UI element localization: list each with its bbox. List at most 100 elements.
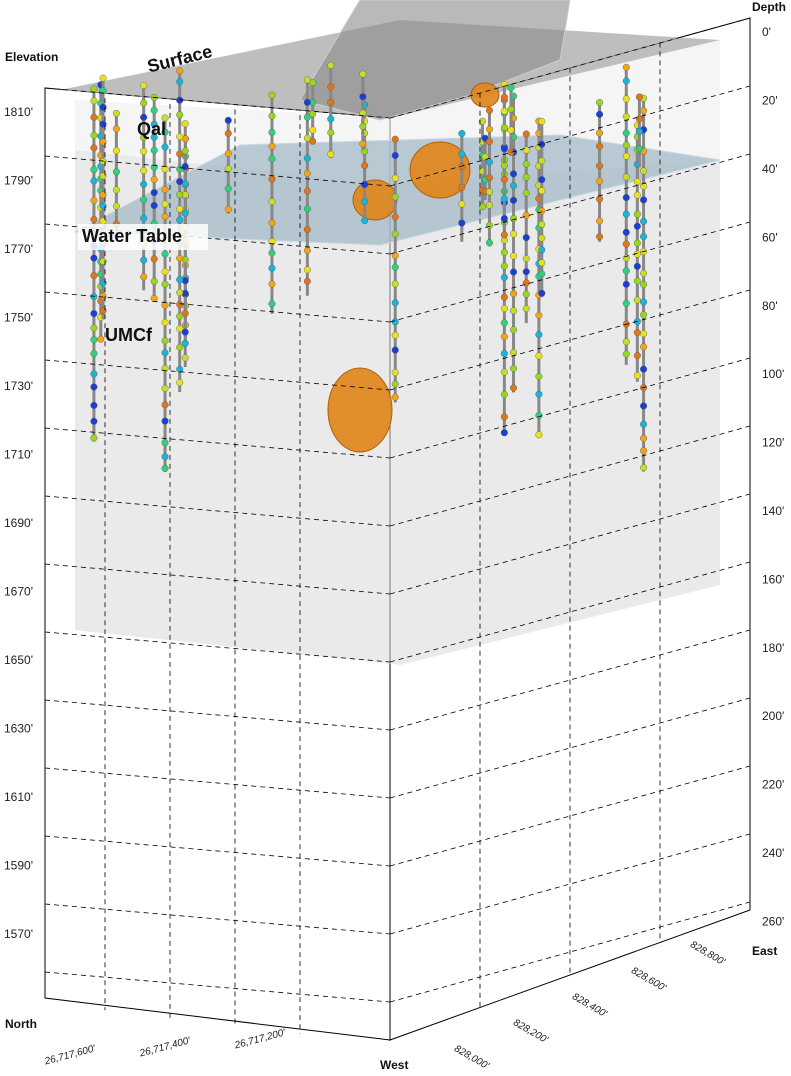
sample-point: [640, 464, 647, 471]
north-tick-label: 26,717,200': [233, 1027, 288, 1052]
scene: 828,800'828,600'828,400'828,200'828,000'…: [0, 0, 791, 1072]
sample-point: [634, 372, 641, 379]
sample-point: [634, 192, 641, 199]
grid-line: [45, 768, 390, 798]
sample-point: [269, 113, 276, 120]
sample-point: [304, 247, 311, 254]
sample-point: [623, 130, 630, 137]
sample-point: [510, 269, 517, 276]
sample-point: [486, 188, 493, 195]
sample-point: [162, 465, 169, 472]
sample-point: [91, 178, 98, 185]
plume: [471, 83, 499, 107]
sample-point: [225, 150, 232, 157]
sample-point: [392, 136, 399, 143]
sample-point: [151, 176, 158, 183]
sample-point: [623, 339, 630, 346]
sample-point: [304, 188, 311, 195]
sample-point: [636, 116, 643, 123]
sample-point: [623, 113, 630, 120]
sample-point: [536, 431, 543, 438]
sample-point: [596, 196, 603, 203]
sample-point: [392, 381, 399, 388]
sample-point: [225, 117, 232, 124]
sample-point: [623, 96, 630, 103]
plume: [328, 368, 392, 452]
sample-point: [269, 281, 276, 288]
sample-point: [176, 178, 183, 185]
elevation-tick-label: 1770': [4, 242, 33, 256]
sample-point: [225, 165, 232, 172]
grid-line: [390, 834, 750, 934]
sample-point: [392, 194, 399, 201]
elevation-title: Elevation: [5, 50, 58, 64]
grid-line: [45, 972, 390, 1002]
sample-point: [640, 421, 647, 428]
sample-point: [327, 129, 334, 136]
sample-point: [538, 157, 545, 164]
sample-point: [634, 329, 641, 336]
sample-point: [91, 145, 98, 152]
sample-point: [536, 391, 543, 398]
sample-point: [151, 256, 158, 263]
north-tick-label: 26,717,600': [43, 1043, 98, 1068]
sample-point: [640, 366, 647, 373]
sample-point: [501, 274, 508, 281]
sample-point: [360, 71, 367, 78]
sample-point: [640, 233, 647, 240]
sample-point: [113, 110, 120, 117]
sample-point: [486, 107, 493, 114]
depth-tick-label: 260': [762, 914, 784, 928]
sample-point: [392, 152, 399, 159]
sample-point: [91, 293, 98, 300]
sample-point: [304, 77, 311, 84]
depth-tick-label: 120': [762, 436, 784, 450]
sample-point: [162, 251, 169, 258]
sample-point: [182, 355, 189, 362]
sample-point: [91, 310, 98, 317]
sample-point: [523, 234, 530, 241]
sample-point: [486, 138, 493, 145]
sample-point: [392, 214, 399, 221]
sample-point: [225, 206, 232, 213]
sample-point: [596, 233, 603, 240]
depth-tick-label: 80': [762, 299, 778, 313]
sample-point: [501, 333, 508, 340]
water-table-label: Water Table: [82, 226, 182, 246]
sample-point: [634, 352, 641, 359]
sample-point: [640, 218, 647, 225]
east-tick-label: 828,400': [570, 991, 609, 1020]
sample-point: [140, 181, 147, 188]
sample-point: [327, 151, 334, 158]
depth-tick-label: 60': [762, 230, 778, 244]
sample-point: [176, 166, 183, 173]
sample-point: [309, 127, 316, 134]
sample-point: [634, 211, 641, 218]
sample-point: [140, 215, 147, 222]
elevation-tick-label: 1750': [4, 311, 33, 325]
sample-point: [91, 418, 98, 425]
sample-point: [538, 259, 545, 266]
sample-point: [636, 145, 643, 152]
sample-point: [640, 344, 647, 351]
east-tick-label: 828,800': [688, 939, 727, 968]
sample-point: [596, 178, 603, 185]
sample-point: [640, 447, 647, 454]
sample-point: [91, 272, 98, 279]
north-tick-label: 26,717,400': [138, 1035, 193, 1060]
sample-point: [501, 108, 508, 115]
sample-point: [162, 281, 169, 288]
sample-point: [269, 143, 276, 150]
sample-point: [176, 255, 183, 262]
sample-point: [304, 155, 311, 162]
north-title: North: [5, 1017, 37, 1031]
depth-tick-label: 200': [762, 709, 784, 723]
sample-point: [501, 350, 508, 357]
sample-point: [501, 414, 508, 421]
sample-point: [392, 347, 399, 354]
sample-point: [162, 337, 169, 344]
sample-point: [596, 111, 603, 118]
sample-point: [360, 141, 367, 148]
sample-point: [510, 182, 517, 189]
sample-point: [501, 294, 508, 301]
